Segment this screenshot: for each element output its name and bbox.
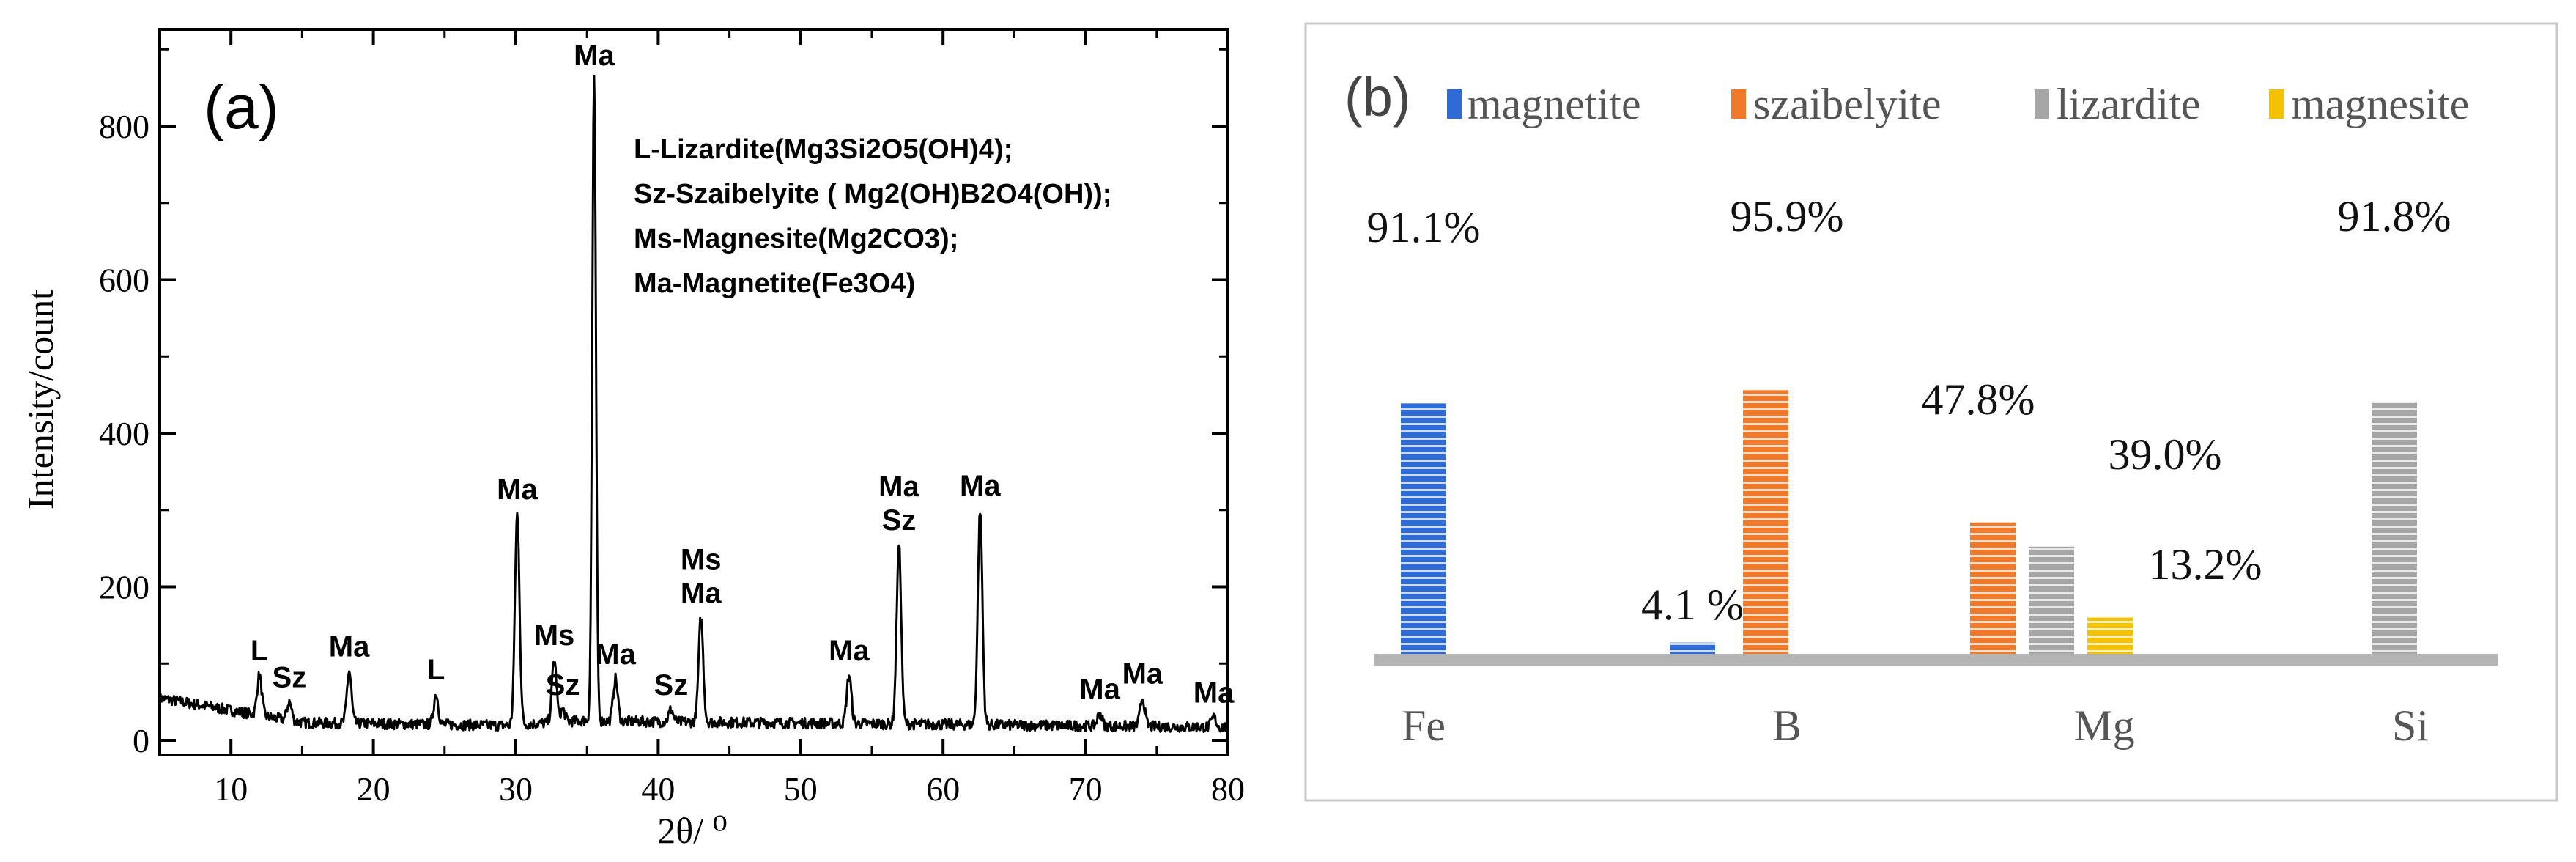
xrd-phase-legend: L-Lizardite(Mg3Si2O5(OH)4); Sz-Szaibelyi…: [634, 134, 1111, 299]
category-label: Si: [2392, 701, 2429, 750]
peak-label: Ma: [1079, 673, 1120, 705]
bar-marks: [1401, 390, 2417, 654]
peak-label: L: [251, 635, 268, 667]
peak-label: Ma: [329, 631, 370, 663]
y-tick-label: 200: [99, 569, 149, 606]
peak-label: Ma: [1193, 677, 1235, 710]
bar-value-labels: 91.1% 4.1 % 95.9% 47.8% 39.0% 13.2% 91.8%: [1367, 192, 2451, 629]
peak-label: Sz: [654, 669, 689, 701]
category-label: B: [1772, 701, 1802, 750]
xrd-pattern-line: [158, 74, 1229, 734]
value-label: 39.0%: [2109, 430, 2222, 479]
peak-label: Ma: [574, 40, 615, 72]
x-tick-label: 40: [641, 770, 675, 808]
x-tick-label: 50: [784, 770, 818, 808]
bar-panel-frame: [1304, 22, 2558, 802]
xrd-x-axis-label: 2θ/ ⁰: [657, 810, 727, 851]
bar-panel: (b) magnetite szaibelyite lizardite magn…: [1304, 22, 2558, 802]
legend-line-magnesite: Ms-Magnesite(Mg2CO3);: [634, 224, 958, 254]
peak-label: L: [427, 654, 445, 686]
y-tick-label: 0: [133, 722, 149, 759]
legend-label-magnesite: magnesite: [2291, 80, 2469, 128]
peak-label: Ma: [960, 470, 1001, 502]
x-tick-label: 20: [357, 770, 391, 808]
value-label: 47.8%: [1922, 375, 2035, 424]
peak-label: Sz: [882, 504, 917, 537]
legend-swatch-magnesite: [2269, 89, 2284, 119]
bar-magnesite-Mg: [2087, 617, 2133, 654]
bar-lizardite-Si: [2372, 401, 2417, 654]
y-tick-label: 800: [99, 108, 149, 145]
legend-label-szaibelyite: szaibelyite: [1753, 80, 1942, 128]
x-tick-label: 70: [1069, 770, 1103, 808]
bar-baseline: [1374, 654, 2498, 666]
xrd-y-axis-label: Intensity/count: [20, 290, 61, 509]
peak-label: Ma: [595, 638, 636, 671]
category-label: Fe: [1402, 701, 1446, 750]
x-tick-label: 60: [926, 770, 960, 808]
legend-label-lizardite: lizardite: [2057, 80, 2201, 128]
peak-label: Ma: [1122, 657, 1163, 690]
value-label: 4.1 %: [1641, 581, 1744, 629]
x-tick-label: 30: [499, 770, 533, 808]
peak-label: Ma: [829, 635, 870, 667]
value-label: 13.2%: [2149, 540, 2262, 589]
peak-label: Sz: [273, 662, 307, 694]
value-label: 91.1%: [1367, 203, 1481, 251]
bar-magnetite-B: [1670, 642, 1715, 654]
x-tick-label: 80: [1211, 770, 1245, 808]
y-tick-label: 400: [99, 415, 149, 452]
bar-szaibelyite-B: [1743, 390, 1788, 654]
xrd-panel-label: (a): [204, 73, 279, 141]
peak-label: Ms: [534, 619, 575, 652]
peak-label: Ma: [878, 471, 919, 503]
bar-panel-label: (b): [1344, 67, 1410, 128]
peak-label: Ms: [681, 543, 722, 575]
x-tick-label: 10: [214, 770, 248, 808]
category-label: Mg: [2073, 701, 2134, 750]
legend-label-magnetite: magnetite: [1467, 80, 1641, 128]
legend-swatch-szaibelyite: [1731, 89, 1746, 119]
legend-line-lizardite: L-Lizardite(Mg3Si2O5(OH)4);: [634, 134, 1013, 165]
bar-legend: magnetite szaibelyite lizardite magnesit…: [1447, 80, 2469, 128]
peak-label: Ma: [497, 474, 538, 506]
value-label: 91.8%: [2338, 192, 2451, 240]
xrd-plot-frame: [158, 28, 1229, 756]
bar-szaibelyite-Mg: [1970, 522, 2016, 654]
bar-magnetite-Fe: [1401, 403, 1446, 654]
legend-line-szaibelyite: Sz-Szaibelyite ( Mg2(OH)B2O4(OH));: [634, 179, 1111, 210]
bar-category-labels: Fe B Mg Si: [1402, 701, 2429, 750]
bar-lizardite-Mg: [2029, 546, 2074, 654]
peak-label: Ma: [681, 577, 722, 609]
legend-swatch-lizardite: [2035, 89, 2049, 119]
peak-label: Sz: [546, 669, 580, 701]
legend-line-magnetite: Ma-Magnetite(Fe3O4): [634, 268, 915, 299]
value-label: 95.9%: [1731, 192, 1844, 240]
y-tick-label: 600: [99, 262, 149, 299]
legend-swatch-magnetite: [1447, 89, 1462, 119]
